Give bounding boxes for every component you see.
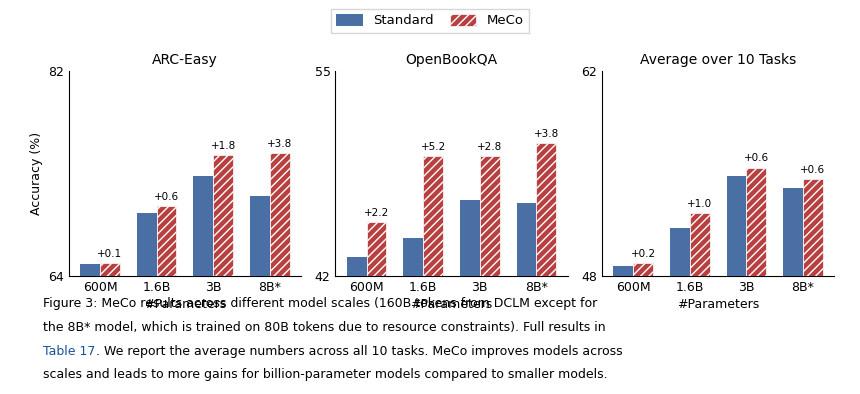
Text: +3.8: +3.8 [267, 139, 292, 149]
Text: +1.0: +1.0 [687, 199, 712, 209]
Title: ARC-Easy: ARC-Easy [152, 53, 218, 67]
Text: Table 17: Table 17 [43, 345, 95, 358]
X-axis label: #Parameters: #Parameters [144, 298, 226, 311]
Text: +2.2: +2.2 [364, 208, 389, 218]
Text: +0.6: +0.6 [801, 165, 826, 175]
Text: +1.8: +1.8 [211, 141, 236, 151]
Text: the 8B* model, which is trained on 80B tokens due to resource constraints). Full: the 8B* model, which is trained on 80B t… [43, 321, 605, 334]
Bar [366, 222, 386, 276]
X-axis label: #Parameters: #Parameters [677, 298, 759, 311]
Y-axis label: Accuracy (%): Accuracy (%) [29, 132, 42, 215]
Bar [783, 188, 803, 276]
X-axis label: #Parameters: #Parameters [410, 298, 493, 311]
Bar [537, 143, 556, 276]
Legend: Standard, MeCo: Standard, MeCo [331, 9, 529, 33]
Bar [100, 263, 120, 276]
Bar [157, 206, 176, 276]
Bar [613, 266, 633, 276]
Bar [517, 203, 537, 276]
Bar [194, 176, 213, 276]
Bar [803, 179, 823, 276]
Text: Figure 3: MeCo results across different model scales (160B tokens from DCLM exce: Figure 3: MeCo results across different … [43, 297, 597, 310]
Bar [727, 176, 746, 276]
Bar [347, 257, 366, 276]
Title: Average over 10 Tasks: Average over 10 Tasks [640, 53, 796, 67]
Bar [80, 264, 100, 276]
Bar [690, 213, 710, 276]
Text: . We report the average numbers across all 10 tasks. MeCo improves models across: . We report the average numbers across a… [96, 345, 623, 358]
Bar [633, 263, 653, 276]
Text: +0.1: +0.1 [97, 249, 122, 259]
Bar [137, 213, 157, 276]
Text: scales and leads to more gains for billion-parameter models compared to smaller : scales and leads to more gains for billi… [43, 368, 608, 381]
Text: +2.8: +2.8 [477, 142, 502, 152]
Bar [213, 155, 233, 276]
Bar [480, 156, 500, 276]
Bar [403, 238, 423, 276]
Bar [670, 227, 690, 276]
Text: +0.6: +0.6 [154, 192, 179, 202]
Bar [460, 200, 480, 276]
Text: +0.2: +0.2 [630, 249, 655, 258]
Bar [270, 153, 290, 276]
Text: +0.6: +0.6 [744, 153, 769, 164]
Bar [746, 167, 766, 276]
Bar [250, 196, 270, 276]
Text: +3.8: +3.8 [534, 129, 559, 139]
Bar [423, 156, 443, 276]
Text: +5.2: +5.2 [421, 142, 445, 152]
Title: OpenBookQA: OpenBookQA [405, 53, 498, 67]
